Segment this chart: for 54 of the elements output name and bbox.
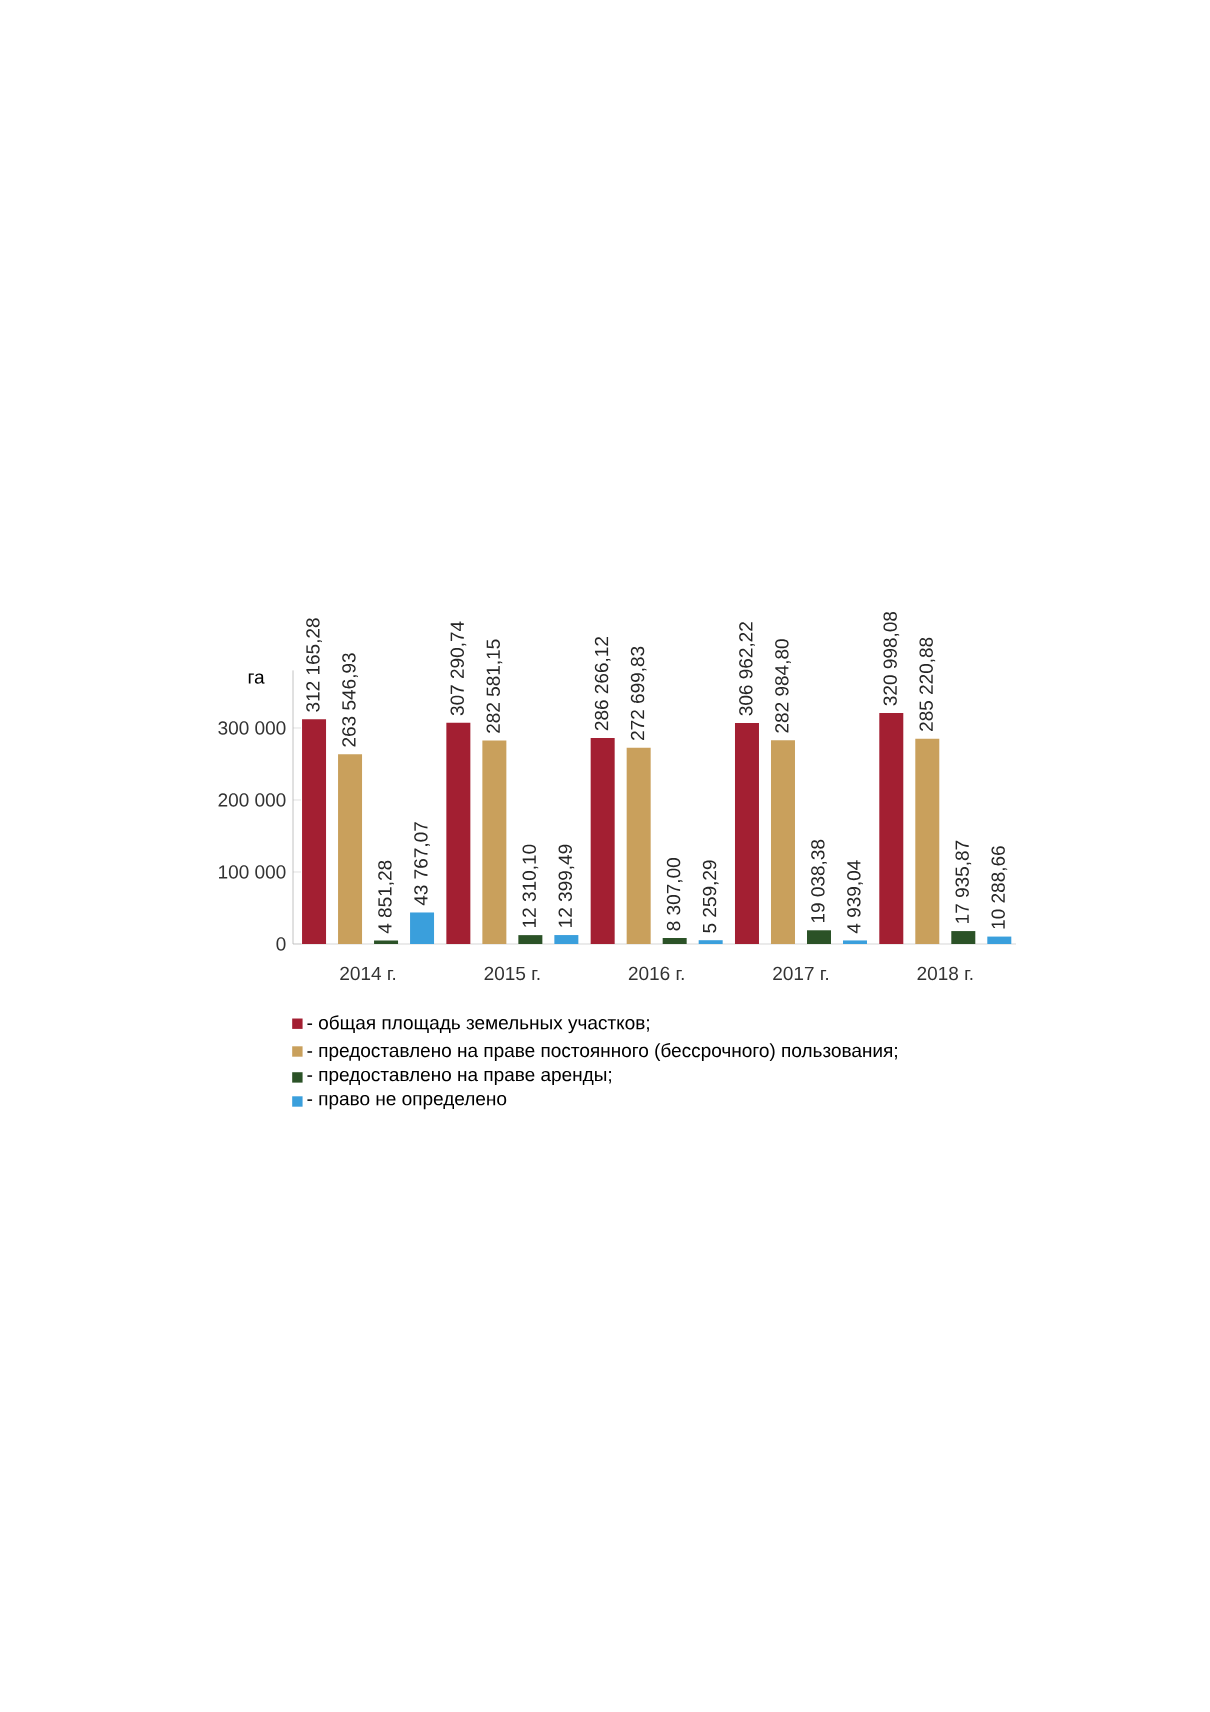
data-label: 17 935,87 xyxy=(955,840,972,923)
bar xyxy=(338,754,363,944)
bar xyxy=(770,740,795,944)
legend-label: - право не определено xyxy=(307,1094,507,1110)
bar xyxy=(446,722,471,944)
data-label: 320 998,08 xyxy=(883,611,900,706)
data-label: 312 165,28 xyxy=(306,618,322,712)
y-tick-label: 200 000 xyxy=(218,793,286,807)
y-tick-label: 0 xyxy=(276,937,286,951)
bar xyxy=(915,738,940,944)
bar xyxy=(879,712,904,944)
bar xyxy=(842,940,867,944)
data-label: 10 288,66 xyxy=(991,846,1008,929)
bar xyxy=(987,936,1012,944)
x-tick-label: 2014 г. xyxy=(340,966,396,981)
bar xyxy=(951,931,976,944)
bar xyxy=(554,935,579,944)
data-label: 282 984,80 xyxy=(775,639,791,733)
data-label: 12 310,10 xyxy=(522,844,539,927)
data-label: 19 038,38 xyxy=(811,839,827,923)
x-tick-label: 2015 г. xyxy=(484,966,540,981)
x-tick-label: 2016 г. xyxy=(628,966,684,981)
y-tick-label: 300 000 xyxy=(218,721,286,735)
data-label: 286 266,12 xyxy=(594,637,611,731)
legend-label: - общая площадь земельных участков; xyxy=(307,1015,649,1034)
data-label: 272 699,83 xyxy=(630,646,647,740)
legend-label: - предоставлено на праве аренды; xyxy=(307,1070,611,1086)
data-label: 43 767,07 xyxy=(414,822,430,906)
y-tick-label: 100 000 xyxy=(219,865,286,879)
bar xyxy=(302,719,327,944)
bar xyxy=(698,940,723,944)
data-label: 12 399,49 xyxy=(558,844,575,927)
y-axis-title: га xyxy=(248,673,265,684)
bar xyxy=(626,747,651,944)
data-label: 306 962,22 xyxy=(739,622,755,716)
data-label: 5 259,29 xyxy=(702,860,719,933)
x-tick-label: 2018 г. xyxy=(917,966,973,981)
bar xyxy=(662,938,687,944)
bar xyxy=(518,935,543,944)
bar xyxy=(410,912,435,944)
data-label: 4 939,04 xyxy=(847,860,863,934)
bar xyxy=(590,737,615,944)
data-label: 4 851,28 xyxy=(378,860,394,934)
bar xyxy=(374,940,399,944)
data-label: 263 546,93 xyxy=(342,653,358,747)
bar xyxy=(734,722,759,944)
data-label: 307 290,74 xyxy=(450,621,467,716)
x-tick-label: 2017 г. xyxy=(773,966,828,981)
data-label: 8 307,00 xyxy=(666,858,683,931)
data-label: 282 581,15 xyxy=(486,639,503,733)
data-label: 285 220,88 xyxy=(919,637,936,731)
bar xyxy=(482,740,507,944)
legend-label: - предоставлено на праве постоянного (бессрочного) пользования; xyxy=(307,1043,897,1061)
bar xyxy=(806,930,831,944)
